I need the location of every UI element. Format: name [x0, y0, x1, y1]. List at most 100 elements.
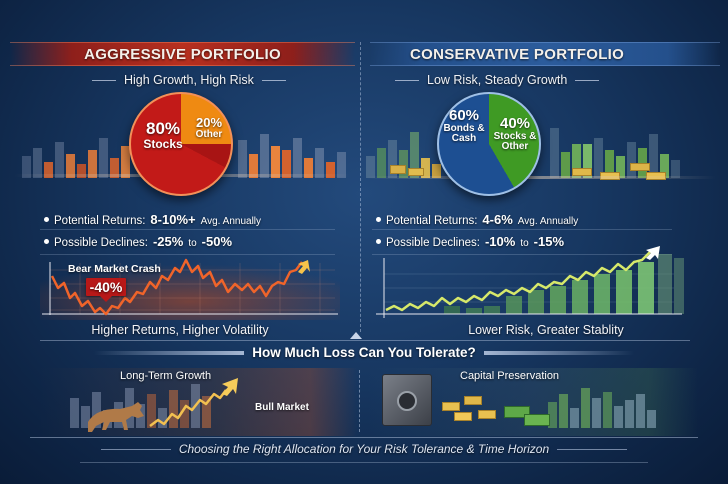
subtitle-rule: [575, 79, 600, 81]
risk-question-heading: How Much Loss Can You Tolerate?: [0, 340, 728, 360]
pie-slice-stocks-other-label: 40% Stocks & Other: [489, 116, 541, 153]
aggressive-declines-row: Possible Declines: -25% to -50%: [44, 234, 232, 249]
gold-bar-icon: [442, 402, 460, 411]
gold-bar-icon: [390, 165, 406, 174]
footer-rule: [557, 448, 628, 450]
footer-bottom-rule: [80, 462, 648, 463]
conservative-shelf: [366, 176, 716, 179]
bullet-value-from: -25%: [152, 234, 184, 249]
subtitle-rule: [395, 79, 419, 81]
gold-bar-icon: [408, 168, 424, 176]
cash-stack-icon: [524, 414, 550, 426]
conservative-skyline-left: [366, 118, 441, 178]
slice-label: Other: [501, 141, 529, 153]
gold-bar-icon: [454, 412, 472, 421]
bear-market-annotation: Bear Market Crash: [68, 263, 161, 275]
gold-bar-icon: [464, 396, 482, 405]
aggressive-subtitle-text: High Growth, High Risk: [124, 73, 254, 87]
cash-stack-icon: [504, 406, 530, 418]
slice-percent: 80%: [145, 119, 181, 138]
bullet-icon: [44, 217, 49, 222]
risk-tolerance-band: How Much Loss Can You Tolerate?: [0, 340, 728, 368]
conservative-caption: Lower Risk, Greater Stablity: [468, 323, 624, 337]
footer-tagline-text: Choosing the Right Allocation for Your R…: [178, 442, 550, 456]
aggressive-pie-chart: 80% Stocks 20% Other: [129, 92, 233, 196]
subtitle-rule: [261, 79, 286, 81]
stability-line-chart: [376, 246, 684, 318]
aggressive-title: AGGRESSIVE PORTFOLIO: [84, 46, 281, 63]
aggressive-caption: Higher Returns, Higher Volatility: [91, 323, 269, 337]
bullet-label: Possible Declines:: [54, 237, 148, 249]
slice-label: Cash: [451, 133, 477, 145]
aggressive-skyline-left: [22, 118, 130, 178]
triangle-up-icon: [350, 332, 362, 339]
long-term-growth-label: Long-Term Growth: [120, 370, 212, 382]
conservative-skyline-right: [550, 118, 680, 178]
risk-question-text: How Much Loss Can You Tolerate?: [252, 345, 476, 360]
aggressive-skyline-right: [238, 118, 346, 178]
safe-icon: [382, 374, 432, 426]
pie-slice-bonds-label: 60% Bonds & Cash: [441, 108, 487, 145]
row-divider: [372, 229, 672, 230]
decline-badge: -40%: [86, 278, 126, 302]
bullet-icon: [376, 239, 381, 244]
conservative-declines-row: Possible Declines: -10% to -15%: [376, 234, 564, 249]
bullet-label: Potential Returns:: [386, 215, 478, 227]
slice-label: Stocks: [143, 136, 183, 151]
conservative-subtitle-text: Low Risk, Steady Growth: [427, 73, 568, 87]
row-divider: [40, 229, 335, 230]
capital-preservation-scene: Capital Preservation: [368, 368, 698, 436]
aggressive-title-banner: AGGRESSIVE PORTFOLIO: [10, 42, 355, 66]
preservation-scene-skyline: [548, 378, 656, 428]
safe-dial-icon: [397, 391, 417, 411]
bullet-suffix: Avg. Annually: [517, 216, 579, 227]
slice-label: Other: [195, 128, 223, 140]
bullet-value: 8-10%+: [150, 212, 196, 227]
bullet-label: Potential Returns:: [54, 215, 146, 227]
conservative-stability-chart: [374, 246, 684, 320]
aggressive-volatility-chart: Bear Market Crash -40%: [40, 258, 340, 320]
row-divider: [40, 254, 335, 255]
bullet-value-from: -10%: [484, 234, 516, 249]
badge-pointer-icon: [100, 296, 112, 302]
pie-slice-stocks-label: 80% Stocks: [137, 120, 189, 150]
footer-tagline: Choosing the Right Allocation for Your R…: [60, 442, 668, 456]
mid-rule: [40, 340, 690, 341]
bullet-icon: [44, 239, 49, 244]
gold-bar-icon: [630, 163, 650, 171]
slice-percent: 40%: [499, 115, 531, 132]
bull-market-scene: Long-Term Growth Bull Market: [40, 368, 358, 436]
aggressive-subtitle: High Growth, High Risk: [92, 73, 286, 87]
pie-slice-other-label: 20% Other: [191, 116, 227, 140]
capital-preservation-label: Capital Preservation: [460, 370, 560, 382]
decline-badge-text: -40%: [89, 279, 123, 295]
subtitle-rule: [92, 79, 116, 81]
gold-bar-icon: [572, 168, 592, 176]
bull-icon: [88, 378, 238, 432]
bullet-icon: [376, 217, 381, 222]
conservative-title-banner: CONSERVATIVE PORTFOLIO: [370, 42, 720, 66]
heading-rule: [94, 350, 245, 355]
conservative-title: CONSERVATIVE PORTFOLIO: [410, 46, 625, 63]
slice-percent: 20%: [195, 115, 223, 130]
conservative-pie-chart: 60% Bonds & Cash 40% Stocks & Other: [437, 92, 541, 196]
bullet-connector: to: [188, 238, 197, 249]
gold-bar-icon: [478, 410, 496, 419]
footer-rule: [100, 448, 171, 450]
bullet-label: Possible Declines:: [386, 237, 480, 249]
bull-market-label: Bull Market: [255, 402, 309, 413]
bullet-value-to: -15%: [533, 234, 565, 249]
bottom-divider: [359, 370, 360, 432]
bullet-value-to: -50%: [201, 234, 233, 249]
heading-rule: [483, 350, 634, 355]
bullet-suffix: Avg. Annually: [200, 216, 262, 227]
footer-top-rule: [30, 437, 698, 438]
conservative-subtitle: Low Risk, Steady Growth: [395, 73, 600, 87]
row-divider: [372, 254, 672, 255]
slice-label: Bonds &: [443, 122, 485, 134]
bullet-value: 4-6%: [482, 212, 513, 227]
bullet-connector: to: [520, 238, 529, 249]
center-divider: [360, 42, 361, 332]
aggressive-returns-row: Potential Returns: 8-10%+ Avg. Annually: [44, 212, 261, 227]
slice-label: Stocks &: [493, 130, 537, 142]
